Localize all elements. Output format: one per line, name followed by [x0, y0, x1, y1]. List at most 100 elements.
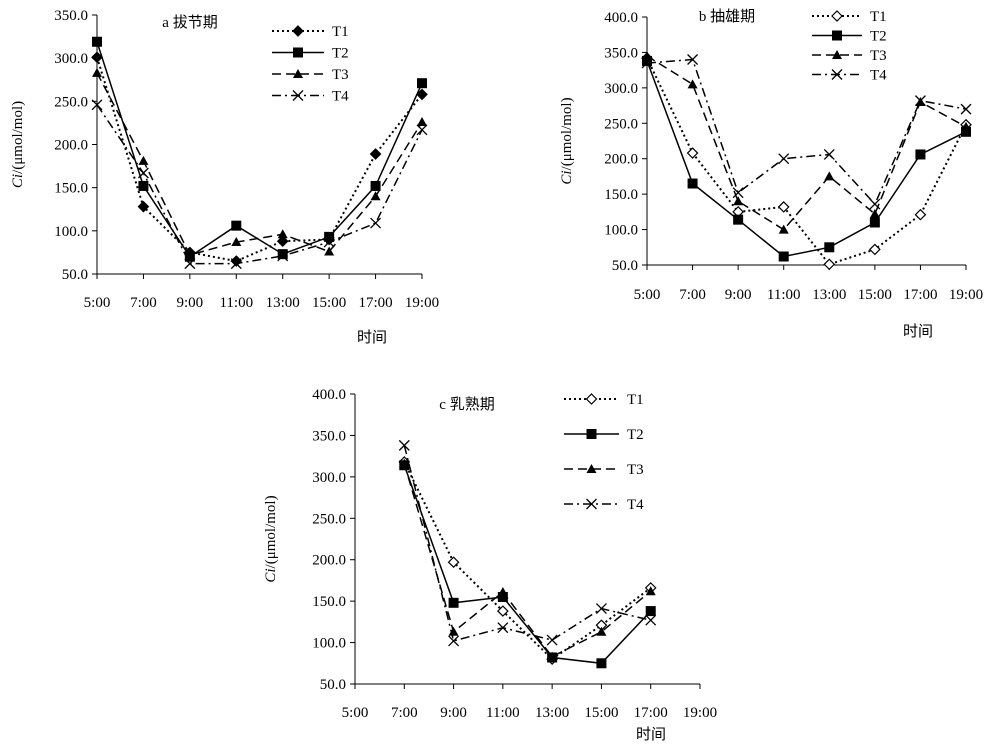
y-tick-label: 400.0 [312, 387, 346, 403]
data-point [645, 586, 656, 596]
y-tick-label: 300.0 [54, 51, 88, 67]
series-line [96, 41, 423, 258]
data-point [324, 246, 335, 256]
data-point [823, 149, 835, 160]
data-point [645, 606, 656, 617]
x-axis-title: 时间 [903, 323, 933, 340]
x-tick-label: 7:00 [391, 705, 418, 721]
x-tick-label: 9:00 [440, 705, 467, 721]
data-point [641, 57, 653, 69]
data-point [823, 258, 836, 271]
legend-marker [292, 25, 304, 37]
y-tick-label: 300.0 [312, 470, 346, 486]
legend-marker [586, 429, 597, 439]
x-tick-label: 19:00 [683, 705, 717, 721]
data-point [914, 208, 927, 221]
data-point [417, 78, 427, 89]
legend-label: T3 [627, 462, 644, 478]
data-point [91, 51, 103, 64]
data-point [961, 126, 971, 137]
data-point [323, 236, 335, 248]
legend: T1 T2 T3 T4 [564, 392, 644, 513]
data-point [497, 605, 509, 617]
y-tick-label: 350.0 [54, 8, 88, 24]
data-point [869, 208, 880, 218]
legend-label: T4 [627, 497, 644, 513]
y-tick-label: 300.0 [604, 81, 638, 97]
y-axis-title-italic: Ci [10, 174, 26, 188]
data-point [778, 251, 789, 262]
chart-panel-2: 50.0 100.0 150.0 200.0 250.0 300.0 350.0 400.0 5… [559, 8, 983, 340]
data-point [869, 217, 880, 228]
y-tick-label: 200.0 [54, 138, 88, 154]
data-point [778, 224, 789, 234]
legend-label: T3 [870, 48, 887, 64]
data-point [184, 258, 196, 270]
data-point [138, 180, 149, 191]
data-point [687, 54, 699, 65]
data-point [732, 187, 744, 199]
data-point [687, 79, 698, 89]
data-point [824, 171, 835, 181]
chart-title: a 拔节期 [162, 14, 217, 31]
data-point [416, 124, 428, 136]
data-point [398, 439, 410, 451]
y-tick-label: 350.0 [312, 428, 346, 444]
y-tick-label: 150.0 [312, 594, 346, 610]
y-tick-label: 400.0 [604, 10, 638, 26]
y-axis-title-unit: /(μmol/mol) [10, 101, 26, 174]
legend-marker [586, 464, 597, 473]
y-tick-label: 100.0 [312, 636, 346, 652]
legend-label: T1 [627, 392, 644, 408]
x-tick-label: 9:00 [177, 295, 204, 311]
chart-title: b 抽雄期 [699, 8, 755, 25]
series-T4 [641, 54, 972, 210]
legend-label: T4 [332, 89, 349, 105]
series-line [403, 461, 652, 661]
x-tick-label: 13:00 [812, 287, 846, 303]
data-point [778, 153, 790, 165]
data-point [733, 214, 744, 225]
x-tick-label: 11:00 [767, 287, 801, 303]
y-tick-label: 100.0 [604, 223, 638, 239]
x-tick-label: 19:00 [949, 287, 983, 303]
x-tick-label: 11:00 [486, 705, 520, 721]
data-point [137, 200, 150, 213]
x-tick-label: 13:00 [535, 705, 569, 721]
data-point [777, 201, 790, 213]
y-tick-label: 50.0 [320, 677, 346, 693]
data-point [399, 458, 410, 468]
series-T2 [92, 36, 427, 262]
y-tick-label: 200.0 [312, 553, 346, 569]
data-point [137, 167, 149, 179]
series-T4 [91, 99, 428, 270]
legend-label: T1 [870, 9, 887, 25]
legend-label: T3 [332, 67, 349, 83]
data-point [824, 242, 835, 253]
y-tick-label: 200.0 [604, 152, 638, 168]
x-tick-label: 15:00 [858, 287, 892, 303]
data-point [642, 55, 652, 66]
x-tick-label: 17:00 [634, 705, 668, 721]
data-point [687, 178, 698, 189]
series-T3 [92, 67, 427, 260]
series-T2 [642, 55, 971, 262]
y-tick-label: 250.0 [54, 94, 88, 110]
y-tick-label: 100.0 [54, 224, 88, 240]
data-point [497, 592, 508, 602]
data-point [448, 597, 459, 608]
data-point [369, 148, 382, 160]
data-point [231, 237, 242, 247]
data-point [733, 196, 744, 206]
data-point [869, 198, 881, 210]
x-tick-label: 7:00 [130, 295, 157, 311]
legend-marker [832, 30, 842, 41]
chart-panel-3: 50.0 100.0 150.0 200.0 250.0 300.0 350.0 400.0 5… [263, 387, 717, 743]
data-point [370, 191, 381, 201]
legend-label: T2 [627, 427, 644, 443]
legend-label: T2 [870, 29, 887, 45]
y-tick-label: 350.0 [604, 45, 638, 61]
data-point [184, 250, 195, 260]
series-line [96, 104, 423, 265]
